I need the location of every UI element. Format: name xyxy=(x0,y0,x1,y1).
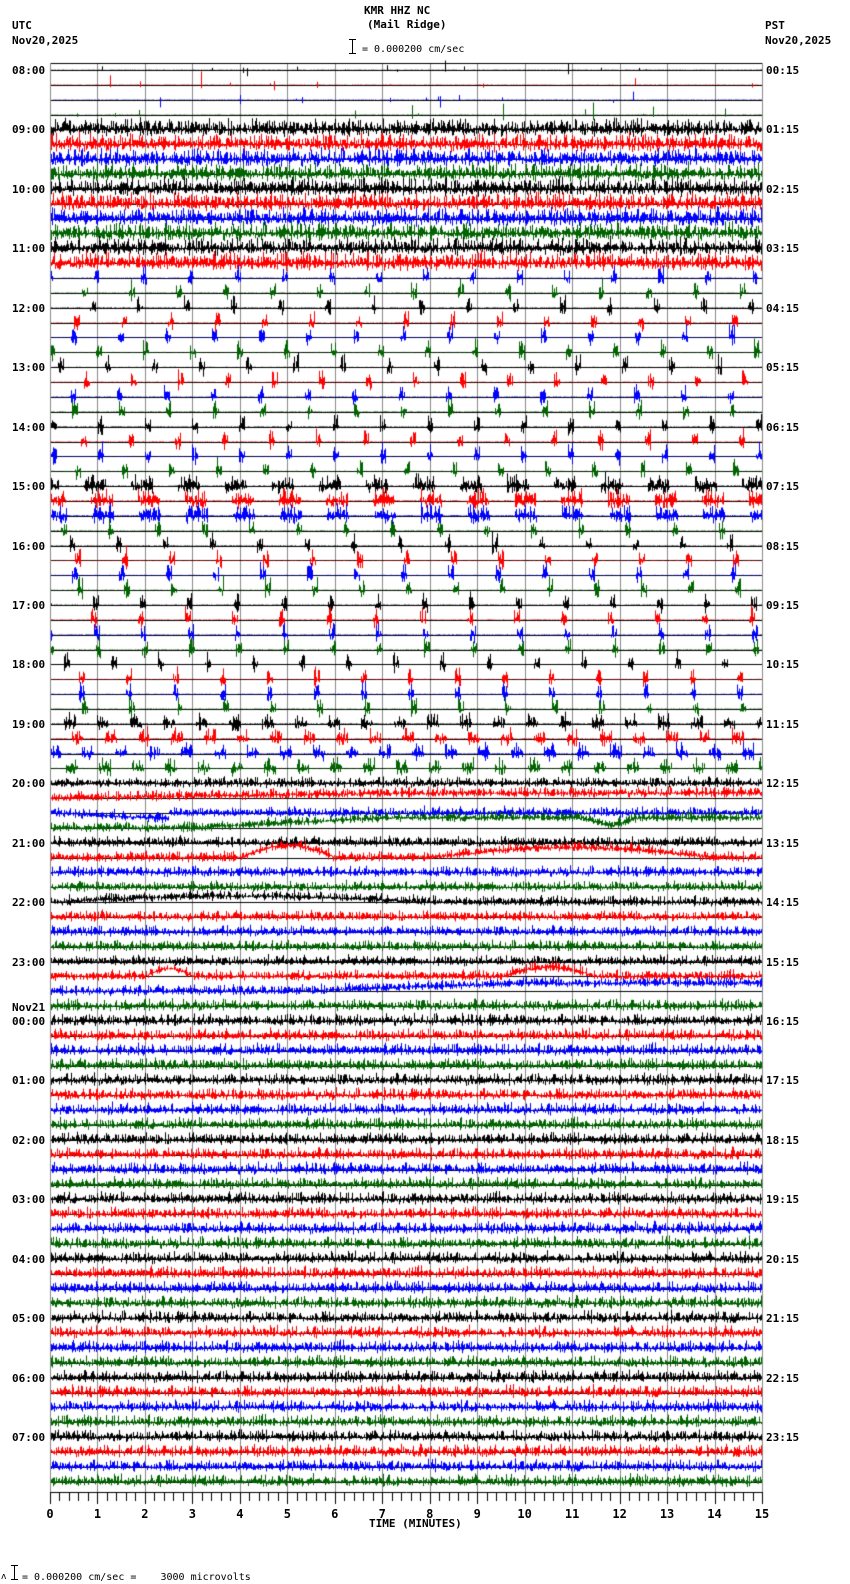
x-tick-label: 1 xyxy=(93,1507,102,1521)
utc-hour-label: 17:00 xyxy=(12,598,46,612)
x-tick-label: 10 xyxy=(517,1507,532,1521)
pst-hour-label: 23:15 xyxy=(766,1431,800,1445)
utc-hour-label: 08:00 xyxy=(12,64,46,77)
utc-hour-label: 14:00 xyxy=(12,420,46,434)
utc-hour-label: 06:00 xyxy=(12,1371,46,1385)
pst-hour-label: 05:15 xyxy=(766,361,800,375)
x-tick-label: 12 xyxy=(612,1507,627,1521)
right-date: Nov20,2025 xyxy=(765,34,832,47)
pst-hour-label: 04:15 xyxy=(766,301,800,315)
pst-hour-label: 03:15 xyxy=(766,242,800,256)
utc-hour-label: 22:00 xyxy=(12,896,46,910)
x-tick-label: 13 xyxy=(659,1507,675,1521)
pst-hour-label: 01:15 xyxy=(766,123,800,137)
utc-hour-label: 19:00 xyxy=(12,717,46,731)
footer-scale-bar-icon xyxy=(11,1565,18,1580)
x-axis-label: TIME (MINUTES) xyxy=(369,1517,462,1530)
pst-hour-label: 08:15 xyxy=(766,539,800,553)
utc-hour-label: 18:00 xyxy=(12,658,46,672)
pst-hour-label: 13:15 xyxy=(766,836,800,850)
x-tick-label: 0 xyxy=(46,1507,54,1521)
utc-hour-label: 16:00 xyxy=(12,539,46,553)
scale-bar-icon xyxy=(349,39,356,54)
pst-hour-label: 18:15 xyxy=(766,1133,800,1147)
pst-hour-label: 16:15 xyxy=(766,1015,800,1029)
left-date: Nov20,2025 xyxy=(12,34,79,47)
pst-hour-label: 02:15 xyxy=(766,182,800,196)
utc-hour-label: 03:00 xyxy=(12,1193,46,1207)
station-title: KMR HHZ NC xyxy=(364,4,431,17)
x-tick-label: 8 xyxy=(426,1507,434,1521)
footer-prefix: ʌ xyxy=(1,1572,7,1582)
x-tick-label: 5 xyxy=(283,1507,291,1521)
utc-hour-label: 10:00 xyxy=(12,182,46,196)
pst-hour-label: 15:15 xyxy=(766,955,800,969)
pst-hour-label: 11:15 xyxy=(766,717,800,731)
pst-hour-label: 17:15 xyxy=(766,1074,800,1088)
pst-hour-label: 14:15 xyxy=(766,896,800,910)
utc-hour-label: 21:00 xyxy=(12,836,46,850)
utc-hour-label: 12:00 xyxy=(12,301,46,315)
x-tick-label: 4 xyxy=(236,1507,244,1521)
pst-hour-label: 19:15 xyxy=(766,1193,800,1207)
pst-hour-label: 21:15 xyxy=(766,1312,800,1326)
utc-hour-label: 07:00 xyxy=(12,1431,46,1445)
pst-hour-label: 07:15 xyxy=(766,480,800,494)
x-tick-label: 3 xyxy=(188,1507,197,1521)
utc-hour-label: 13:00 xyxy=(12,361,46,375)
x-tick-label: 14 xyxy=(707,1507,722,1521)
x-tick-label: 9 xyxy=(473,1507,481,1521)
utc-hour-label: 05:00 xyxy=(12,1312,46,1326)
utc-hour-label: 09:00 xyxy=(12,123,46,137)
utc-hour-label: 00:00 xyxy=(12,1015,46,1029)
pst-hour-label: 10:15 xyxy=(766,658,800,672)
left-timezone: UTC xyxy=(12,19,32,32)
pst-hour-label: 20:15 xyxy=(766,1252,800,1266)
right-timezone: PST xyxy=(765,19,785,32)
x-tick-label: 2 xyxy=(141,1507,149,1521)
pst-hour-label: 09:15 xyxy=(766,598,800,612)
utc-hour-label: 02:00 xyxy=(12,1133,46,1147)
x-tick-label: 6 xyxy=(331,1507,339,1521)
utc-hour-label: 04:00 xyxy=(12,1252,46,1266)
date-label: Nov21 xyxy=(12,1001,46,1015)
utc-hour-label: 15:00 xyxy=(12,480,46,494)
footer-scale-text: = 0.000200 cm/sec = 3000 microvolts xyxy=(22,1572,251,1583)
utc-hour-label: 20:00 xyxy=(12,777,46,791)
pst-hour-label: 06:15 xyxy=(766,420,800,434)
scale-text: = 0.000200 cm/sec xyxy=(362,44,465,55)
pst-hour-label: 12:15 xyxy=(766,777,800,791)
pst-hour-label: 00:15 xyxy=(766,64,800,77)
pst-hour-label: 22:15 xyxy=(766,1371,800,1385)
utc-hour-label: 01:00 xyxy=(12,1074,46,1088)
x-tick-label: 11 xyxy=(564,1507,580,1521)
x-tick-label: 15 xyxy=(754,1507,770,1521)
utc-hour-label: 11:00 xyxy=(12,242,46,256)
station-site: (Mail Ridge) xyxy=(367,18,447,31)
utc-hour-label: 23:00 xyxy=(12,955,46,969)
x-tick-label: 7 xyxy=(378,1507,386,1521)
